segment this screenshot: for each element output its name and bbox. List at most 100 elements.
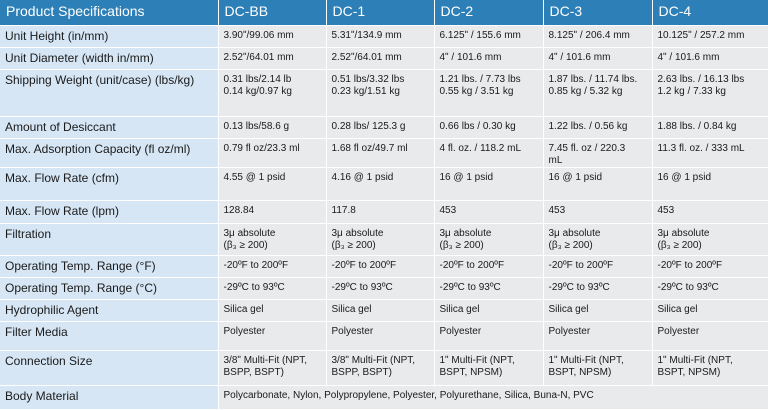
cell-line: 1.88 lbs. / 0.84 kg (657, 120, 737, 132)
row-desic: Amount of Desiccant 0.13 lbs/58.6 g 0.28 l… (0, 116, 768, 139)
row-tf: Operating Temp. Range (°F) -20ºF to 200ºF… (0, 255, 768, 278)
row-media: Filter Media Polyester Polyester Polyester P… (0, 321, 768, 351)
cell-line: Polyester (439, 326, 482, 338)
cell-value: 3/8ʺ Multi-Fit (NPT, BSPP, BSPT) (218, 350, 327, 386)
cell-value: 11.3 fl. oz. / 333 mL (652, 138, 768, 169)
cell-line: 3μ absolute (223, 227, 276, 239)
row-label: Amount of Desiccant (0, 116, 219, 139)
row-label: Unit Diameter (width in/mm) (0, 47, 219, 71)
cell-line: 4ʺ / 101.6 mm (657, 52, 720, 64)
cell-value: 1.68 fl oz/49.7 ml (326, 138, 435, 169)
cell-line: 3μ absolute (331, 227, 384, 239)
row-label: Unit Height (in/mm) (0, 25, 219, 49)
row-filt: Filtration 3μ absolute (β₃ ≥ 200) 3μ absolu… (0, 223, 768, 256)
cell-line: BSPT, NPSM) (657, 366, 721, 378)
cell-line: Silica gel (223, 304, 264, 316)
header-row: Product Specifications DC-BB DC-1 DC-2 D… (0, 0, 768, 26)
cell-line: Silica gel (439, 304, 480, 316)
cell-line: 0.31 lbs/2.14 lb (223, 74, 292, 86)
cell-value: -29ºC to 93ºC (218, 277, 327, 301)
cell-value: 4 fl. oz. / 118.2 mL (434, 138, 544, 169)
header-dc-3: DC-3 (543, 0, 653, 26)
cell-value: Polyester (543, 321, 653, 351)
cell-line: 3/8ʺ Multi-Fit (NPT, (223, 354, 308, 366)
cell-value: 128.84 (218, 200, 327, 224)
cell-line: 1.87 lbs. / 11.74 lbs. (548, 74, 638, 86)
cell-value: 16 @ 1 psid (652, 167, 768, 202)
cell-line: -20ºF to 200ºF (439, 259, 505, 271)
row-ship: Shipping Weight (unit/case) (lbs/kg) 0.31… (0, 69, 768, 117)
row-label: Filtration (0, 223, 219, 256)
cell-value: 16 @ 1 psid (434, 167, 544, 202)
cell-line: -20ºF to 200ºF (548, 259, 614, 271)
row-label: Max. Flow Rate (cfm) (0, 167, 219, 202)
cell-value: Polyester (652, 321, 768, 351)
cell-line: 8.125ʺ / 206.4 mm (548, 30, 630, 41)
cell-value: 1ʺ Multi-Fit (NPT, BSPT, NPSM) (543, 350, 653, 386)
row-label: Shipping Weight (unit/case) (lbs/kg) (0, 69, 219, 117)
cell-line: Polyester (223, 326, 266, 338)
cell-value: 3μ absolute (β₃ ≥ 200) (434, 223, 544, 256)
cell-value: 0.66 lbs / 0.30 kg (434, 116, 544, 139)
cell-value: 4ʺ / 101.6 mm (652, 47, 768, 71)
row-tc: Operating Temp. Range (°C) -29ºC to 93ºC -… (0, 277, 768, 301)
row-label: Operating Temp. Range (°F) (0, 255, 219, 278)
cell-value: -29ºC to 93ºC (326, 277, 435, 301)
cell-value: 8.125ʺ / 206.4 mm (543, 25, 653, 49)
cell-value: Polyester (434, 321, 544, 351)
cell-line: 7.45 fl. oz / 220.3 (548, 142, 626, 154)
row-body-material: Body Material Polycarbonate, Nylon, Poly… (0, 385, 768, 410)
header-dc-bb: DC-BB (218, 0, 327, 26)
cell-line: 3/8ʺ Multi-Fit (NPT, (331, 354, 416, 366)
cell-line: 0.23 kg/1.51 kg (331, 86, 400, 98)
cell-value: Silica gel (434, 299, 544, 323)
cell-line: Silica gel (548, 304, 589, 316)
cell-line: 0.13 lbs/58.6 g (223, 120, 290, 132)
cell-line: 16 @ 1 psid (548, 172, 603, 184)
cell-line: (β₃ ≥ 200) (223, 239, 268, 251)
cell-line: mL (548, 154, 563, 166)
cell-value: 1.87 lbs. / 11.74 lbs. 0.85 kg / 5.32 kg (543, 69, 653, 117)
cell-line: -29ºC to 93ºC (223, 281, 285, 293)
cell-line: 16 @ 1 psid (657, 172, 712, 184)
cell-line: 0.66 lbs / 0.30 kg (439, 120, 516, 132)
cell-line: 1ʺ Multi-Fit (NPT, (548, 354, 624, 366)
cell-line: 4ʺ / 101.6 mm (548, 52, 611, 64)
row-label: Max. Flow Rate (lpm) (0, 200, 219, 224)
header-dc-4: DC-4 (652, 0, 768, 26)
cell-line: 0.85 kg / 5.32 kg (548, 86, 623, 98)
cell-value: -29ºC to 93ºC (434, 277, 544, 301)
cell-line: -29ºC to 93ºC (439, 281, 501, 293)
cell-value: -29ºC to 93ºC (652, 277, 768, 301)
cell-value: 0.13 lbs/58.6 g (218, 116, 327, 139)
cell-value: -29ºC to 93ºC (543, 277, 653, 301)
cell-value: -20ºF to 200ºF (543, 255, 653, 278)
cell-line: 4.16 @ 1 psid (331, 172, 394, 184)
cell-line: 1ʺ Multi-Fit (NPT, (439, 354, 515, 366)
cell-line: -29ºC to 93ºC (657, 281, 719, 293)
cell-line: 0.51 lbs/3.32 lbs (331, 74, 405, 86)
cell-value: 0.28 lbs/ 125.3 g (326, 116, 435, 139)
cell-value: 3.90ʺ/99.06 mm (218, 25, 327, 49)
cell-line: Polyester (657, 326, 700, 338)
cell-line: 1.68 fl oz/49.7 ml (331, 142, 408, 154)
cell-value: 0.79 fl oz/23.3 ml (218, 138, 327, 169)
cell-line: 4.55 @ 1 psid (223, 172, 286, 184)
row-label: Connection Size (0, 350, 219, 386)
cell-line: 4ʺ / 101.6 mm (439, 52, 502, 64)
cell-value: 4.55 @ 1 psid (218, 167, 327, 202)
cell-value: 1ʺ Multi-Fit (NPT, BSPT, NPSM) (434, 350, 544, 386)
cell-value: Silica gel (652, 299, 768, 323)
cell-value: 1ʺ Multi-Fit (NPT, BSPT, NPSM) (652, 350, 768, 386)
cell-line: 1.22 lbs. / 0.56 kg (548, 120, 628, 132)
cell-line: 117.8 (331, 205, 356, 217)
cell-value: Polyester (218, 321, 327, 351)
cell-line: BSPP, BSPT) (223, 366, 284, 378)
cell-value: 453 (652, 200, 768, 224)
cell-value: -20ºF to 200ºF (652, 255, 768, 278)
cell-line: Polyester (548, 326, 591, 338)
row-height: Unit Height (in/mm) 3.90ʺ/99.06 mm 5.31ʺ/1… (0, 25, 768, 49)
cell-value: 3μ absolute (β₃ ≥ 200) (543, 223, 653, 256)
cell-line: 0.55 kg / 3.51 kg (439, 86, 514, 98)
